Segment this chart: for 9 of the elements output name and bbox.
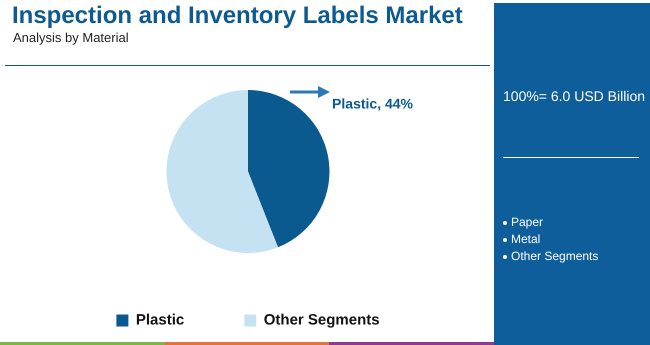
chart-subtitle: Analysis by Material [13,30,129,45]
data-label: Plastic, 44% [332,96,414,112]
legend-label: Other Segments [264,312,380,329]
text: Other Segments [511,248,598,265]
chart-title: Inspection and Inventory Labels Market [12,2,463,30]
text: Paper [511,214,544,231]
text: Metal [511,231,540,248]
text: 100%= 6.0 USD Billion [503,88,646,104]
legend-label: Plastic [136,312,184,329]
